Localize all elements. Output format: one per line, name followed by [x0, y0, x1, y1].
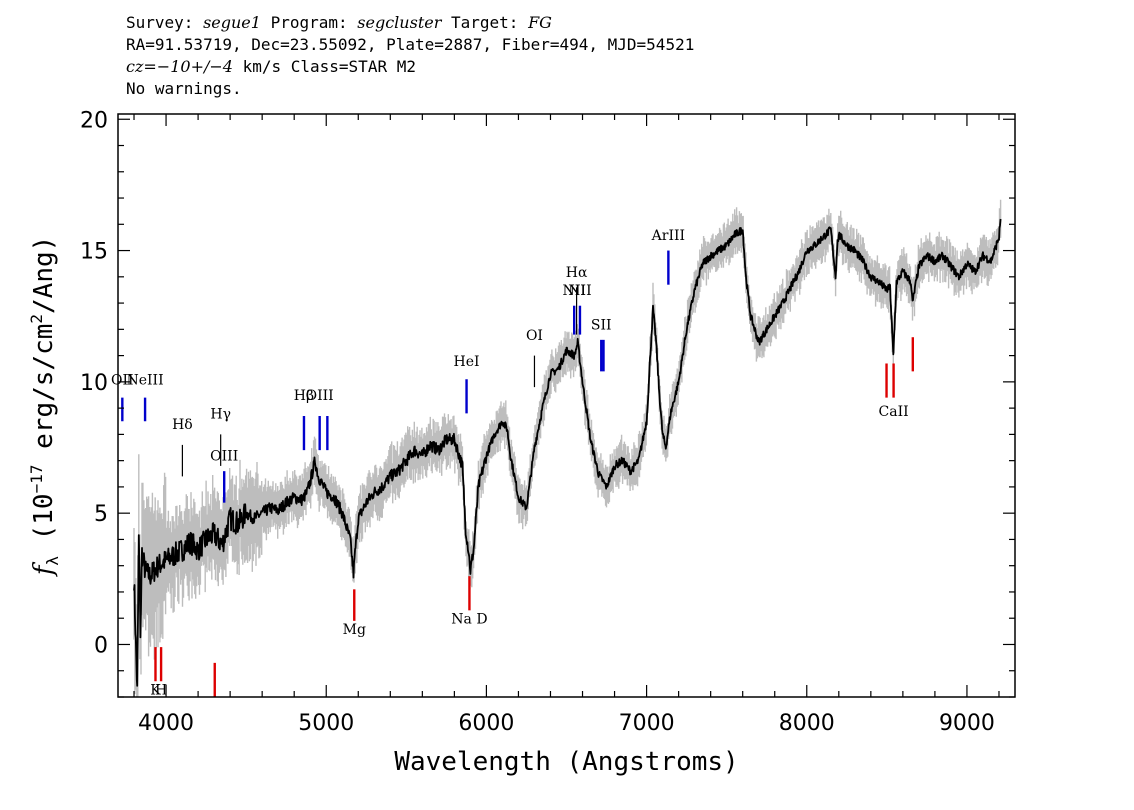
axis-ticks: [118, 114, 1015, 698]
header-line-redshift: cz=−10+/−4 km/s Class=STAR M2: [126, 56, 694, 78]
cz-value: −10+/−4: [156, 57, 233, 76]
y-tick-label: 5: [94, 502, 108, 527]
spectral-line-label: NII: [568, 283, 591, 299]
flux-series: [133, 218, 1002, 687]
spectral-line-label: H: [155, 682, 167, 698]
spectral-line-markers: OIINeIIIHδHγOIIIHβOIIIHeIOINIIHαNIISIIAr…: [111, 228, 915, 698]
x-tick-label: 9000: [939, 711, 995, 736]
survey-value: segue1: [203, 13, 261, 32]
spectral-line-label: OI: [526, 328, 543, 344]
spectral-line-label: HeI: [454, 354, 480, 370]
tick-labels: 4000 5000 6000 7000 8000 9000 0 5 10 15 20: [80, 108, 995, 736]
spectral-line-label: OIII: [306, 388, 334, 404]
y-axis-title-mid: erg/s/cm: [29, 324, 59, 465]
program-value: segcluster: [357, 13, 442, 32]
y-tick-label: 10: [80, 371, 108, 396]
x-tick-label: 4000: [138, 711, 194, 736]
target-label: Target:: [451, 13, 519, 32]
cz-label: cz=: [126, 57, 157, 76]
x-tick-label: 7000: [619, 711, 675, 736]
plot-frame: [117, 113, 1016, 698]
cz-rest: km/s Class=STAR M2: [232, 57, 416, 76]
spectral-line-label: CaII: [879, 404, 909, 420]
spectral-line-label: OII: [111, 372, 134, 388]
survey-label: Survey:: [126, 13, 194, 32]
spectrum-header: Survey: segue1 Program: segcluster Targe…: [126, 12, 694, 100]
spectral-line-label: ArIII: [651, 228, 685, 244]
spectral-line-label: OIII: [210, 449, 238, 465]
y-tick-label: 15: [80, 240, 108, 265]
spectral-line-label: NII: [563, 283, 586, 299]
y-axis-title-exp1: −17: [27, 465, 46, 494]
target-value: FG: [528, 13, 552, 32]
spectral-line-label: SII: [591, 317, 612, 333]
spectral-line-label: Hδ: [172, 417, 193, 433]
spectral-line-label: Na D: [451, 611, 487, 627]
x-tick-label: 6000: [458, 711, 514, 736]
program-label: Program:: [270, 13, 348, 32]
y-axis-title-pre: (10: [29, 493, 59, 556]
spectral-line-label: NeIII: [126, 372, 163, 388]
spectral-line-label: Hγ: [210, 407, 231, 423]
x-tick-label: 5000: [298, 711, 354, 736]
x-axis-title: Wavelength (Angstroms): [394, 747, 738, 777]
y-axis-title-exp2: 2: [27, 314, 46, 324]
spectral-line-label: Hβ: [294, 388, 314, 404]
header-line-coordinates: RA=91.53719, Dec=23.55092, Plate=2887, F…: [126, 35, 695, 54]
y-axis-title-sub: λ: [43, 556, 62, 566]
x-tick-label: 8000: [779, 711, 835, 736]
flux-line: [133, 218, 1002, 687]
y-axis-title: fλ (10−17 erg/s/cm2/Ang): [27, 236, 62, 578]
spectral-line-label: Mg: [343, 622, 366, 638]
spectral-line-label: K: [150, 682, 161, 698]
y-axis-title-post: /Ang): [29, 236, 59, 314]
spectral-line-label: Hα: [566, 265, 588, 281]
header-line-survey: Survey: segue1 Program: segcluster Targe…: [126, 12, 694, 34]
y-tick-label: 20: [80, 108, 108, 133]
header-line-warnings: No warnings.: [126, 79, 242, 98]
y-tick-label: 0: [94, 633, 108, 658]
